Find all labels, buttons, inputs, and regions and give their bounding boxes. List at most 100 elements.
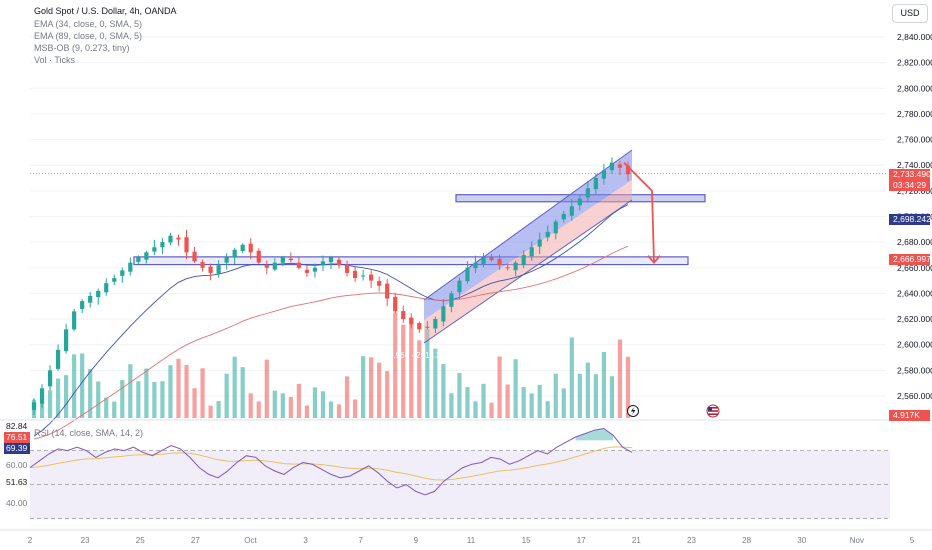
candle-body [128,262,133,272]
countdown-tag: 03:34:29 [889,180,930,191]
grid-lines [30,36,886,397]
candle-body [561,213,566,220]
y-tick-label: 2,760.000 [897,135,932,145]
candle-body [361,275,366,277]
rsi-level-40: 40.00 [6,498,28,508]
volume-bar [401,324,406,418]
candle-body [288,258,293,261]
volume-bar [505,384,510,418]
candle-body [160,242,165,248]
volume-bar [369,357,374,418]
volume-bar [184,364,189,418]
candle-body [513,262,518,271]
volume-bar [465,387,470,418]
x-tick-label: 2 [28,536,33,545]
x-tick-label: 27 [191,536,200,545]
event-icon-us-flag[interactable] [706,404,720,418]
candle-body [545,231,550,238]
y-tick-label: 2,840.000 [897,32,932,42]
x-tick-label: Oct [244,536,257,545]
volume-bar [39,401,45,418]
candle-body [144,252,149,260]
candle-body [192,251,197,262]
candle-body [88,295,93,303]
legend-ema-89[interactable]: EMA (89, close, 0, SMA, 5) [34,31,143,41]
rsi-level-60: 60.00 [6,460,28,470]
time-axis: 2 23 25 27 Oct 3 7 9 11 15 17 21 23 28 30 Nov 5 [28,536,915,545]
volume-bar [601,351,607,418]
candle-body [617,164,623,168]
event-icon-lightning[interactable] [627,405,639,417]
volume-bar [272,390,277,418]
volume-bar [385,371,390,418]
candle-body [31,402,37,411]
candle-body [176,237,181,240]
x-tick-label: 23 [81,536,90,545]
candle-body [481,257,486,265]
candle-body [168,235,173,243]
volume-bar [497,356,502,418]
volume-bar [312,387,318,418]
volume-bar [441,364,446,418]
volume-bar [208,405,213,418]
volume-bar [625,356,631,418]
volume-bar [80,353,85,418]
candle-body [136,257,141,262]
volume-bar [264,359,269,418]
candle-body [585,188,590,198]
volume-bar [569,337,574,418]
ema-fast-price-tag: 2,698.242 [889,214,931,225]
volume-bar [393,312,398,418]
volume-bar [304,405,310,418]
volume-bar [409,317,414,418]
y-tick-label: 2,740.000 [897,160,932,170]
candle-body [55,349,61,369]
volume-bar [433,348,438,418]
x-tick-label: 11 [467,536,476,545]
candle-body [120,270,125,276]
candle-body [625,165,631,175]
candle-body [200,262,205,268]
projection-arrow[interactable] [623,162,661,265]
x-tick-label: 23 [687,536,696,545]
y-tick-label: 2,620.000 [897,314,932,324]
candle-body [280,257,285,263]
rsi-current-tag: 69.39 [4,443,30,454]
candle-body [553,221,558,234]
candle-body [296,262,301,268]
volume-bar [160,381,165,418]
volume-bar [88,369,93,418]
volume-bar [521,387,526,418]
volume-bar [296,383,301,418]
candle-body [304,269,310,273]
candle-body [96,290,101,298]
volume-bar [352,399,358,418]
candle-body [521,254,526,266]
legend-ema-34[interactable]: EMA (34, close, 0, SMA, 5) [34,19,143,29]
volume-bar [96,381,101,418]
rsi-lower-value: 51.63 [6,477,28,487]
volume-bar [192,388,197,418]
currency-button[interactable]: USD [892,4,928,23]
legend-volume[interactable]: Vol · Ticks [34,55,76,65]
candle-body [505,267,510,269]
volume-bar [176,358,181,418]
candle-body [80,301,85,309]
volume-bar [72,354,77,418]
volume-bars [31,312,631,418]
candle-body [473,262,478,269]
volume-bar [537,384,542,418]
candle-body [489,257,494,261]
rsi-title[interactable]: RSI (14, close, SMA, 14, 2) [34,428,144,438]
x-tick-label: 21 [632,536,641,545]
y-tick-label: 2,800.000 [897,83,932,93]
legend-msb-ob[interactable]: MSB-OB (9, 0.273, tiny) [34,43,130,53]
x-tick-label: 7 [359,536,364,545]
volume-bar [417,340,422,418]
x-tick-label: 30 [797,536,806,545]
volume-bar [136,381,141,418]
candle-body [457,280,462,293]
rising-channel[interactable] [423,149,633,344]
x-tick-label: Nov [850,536,864,545]
